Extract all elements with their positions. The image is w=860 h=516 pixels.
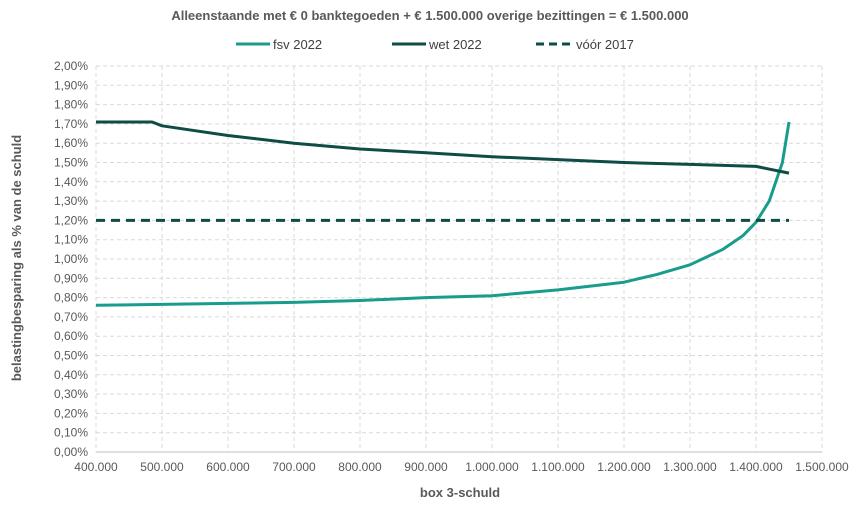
- legend-label-fsv-2022: fsv 2022: [273, 37, 322, 52]
- series-lines: [95, 120, 791, 307]
- x-tick-label: 900.000: [404, 460, 448, 474]
- x-tick-label: 1.300.000: [663, 460, 717, 474]
- y-tick-label: 0,70%: [54, 310, 88, 324]
- y-tick-label: 2,00%: [54, 59, 88, 73]
- y-tick-label: 1,70%: [54, 117, 88, 131]
- y-tick-label: 1,90%: [54, 78, 88, 92]
- y-axis-title: belastingbesparing als % van de schuld: [9, 135, 24, 381]
- y-tick-label: 0,90%: [54, 271, 88, 285]
- x-tick-label: 500.000: [140, 460, 184, 474]
- y-tick-label: 0,80%: [54, 291, 88, 305]
- x-tick-label: 1.400.000: [729, 460, 783, 474]
- x-tick-label: 800.000: [338, 460, 382, 474]
- y-tick-label: 1,20%: [54, 213, 88, 227]
- y-tick-label: 1,50%: [54, 156, 88, 170]
- y-tick-label: 1,80%: [54, 98, 88, 112]
- y-tick-labels: 0,00% 0,10% 0,20% 0,30% 0,40% 0,50% 0,60% 0,70%…: [54, 59, 88, 459]
- series-line-fsv-2022: [95, 121, 791, 307]
- x-axis-title: box 3-schuld: [420, 485, 500, 500]
- x-tick-label: 400.000: [74, 460, 118, 474]
- y-tick-label: 1,60%: [54, 136, 88, 150]
- legend-label-voor-2017: vóór 2017: [576, 37, 634, 52]
- x-tick-label: 1.200.000: [597, 460, 651, 474]
- y-tick-label: 0,40%: [54, 368, 88, 382]
- y-tick-label: 1,00%: [54, 252, 88, 266]
- y-tick-label: 1,10%: [54, 233, 88, 247]
- grid: [95, 65, 823, 452]
- y-tick-label: 0,60%: [54, 329, 88, 343]
- x-tick-labels: 400.000 500.000 600.000 700.000 800.000 900.0…: [74, 460, 849, 474]
- y-tick-label: 0,00%: [54, 445, 88, 459]
- y-tick-label: 0,30%: [54, 387, 88, 401]
- x-tick-label: 700.000: [272, 460, 316, 474]
- y-tick-label: 0,20%: [54, 406, 88, 420]
- legend: fsv 2022 wet 2022 vóór 2017: [236, 37, 634, 52]
- x-tick-label: 600.000: [206, 460, 250, 474]
- y-tick-label: 0,50%: [54, 349, 88, 363]
- y-tick-label: 1,30%: [54, 194, 88, 208]
- legend-label-wet-2022: wet 2022: [428, 37, 482, 52]
- y-tick-label: 0,10%: [54, 426, 88, 440]
- y-tick-label: 1,40%: [54, 175, 88, 189]
- x-tick-label: 1.100.000: [531, 460, 585, 474]
- x-tick-label: 1.500.000: [795, 460, 849, 474]
- series-line-wet-2022: [96, 120, 790, 175]
- x-tick-label: 1.000.000: [465, 460, 519, 474]
- chart-title: Alleenstaande met € 0 banktegoeden + € 1…: [171, 8, 688, 23]
